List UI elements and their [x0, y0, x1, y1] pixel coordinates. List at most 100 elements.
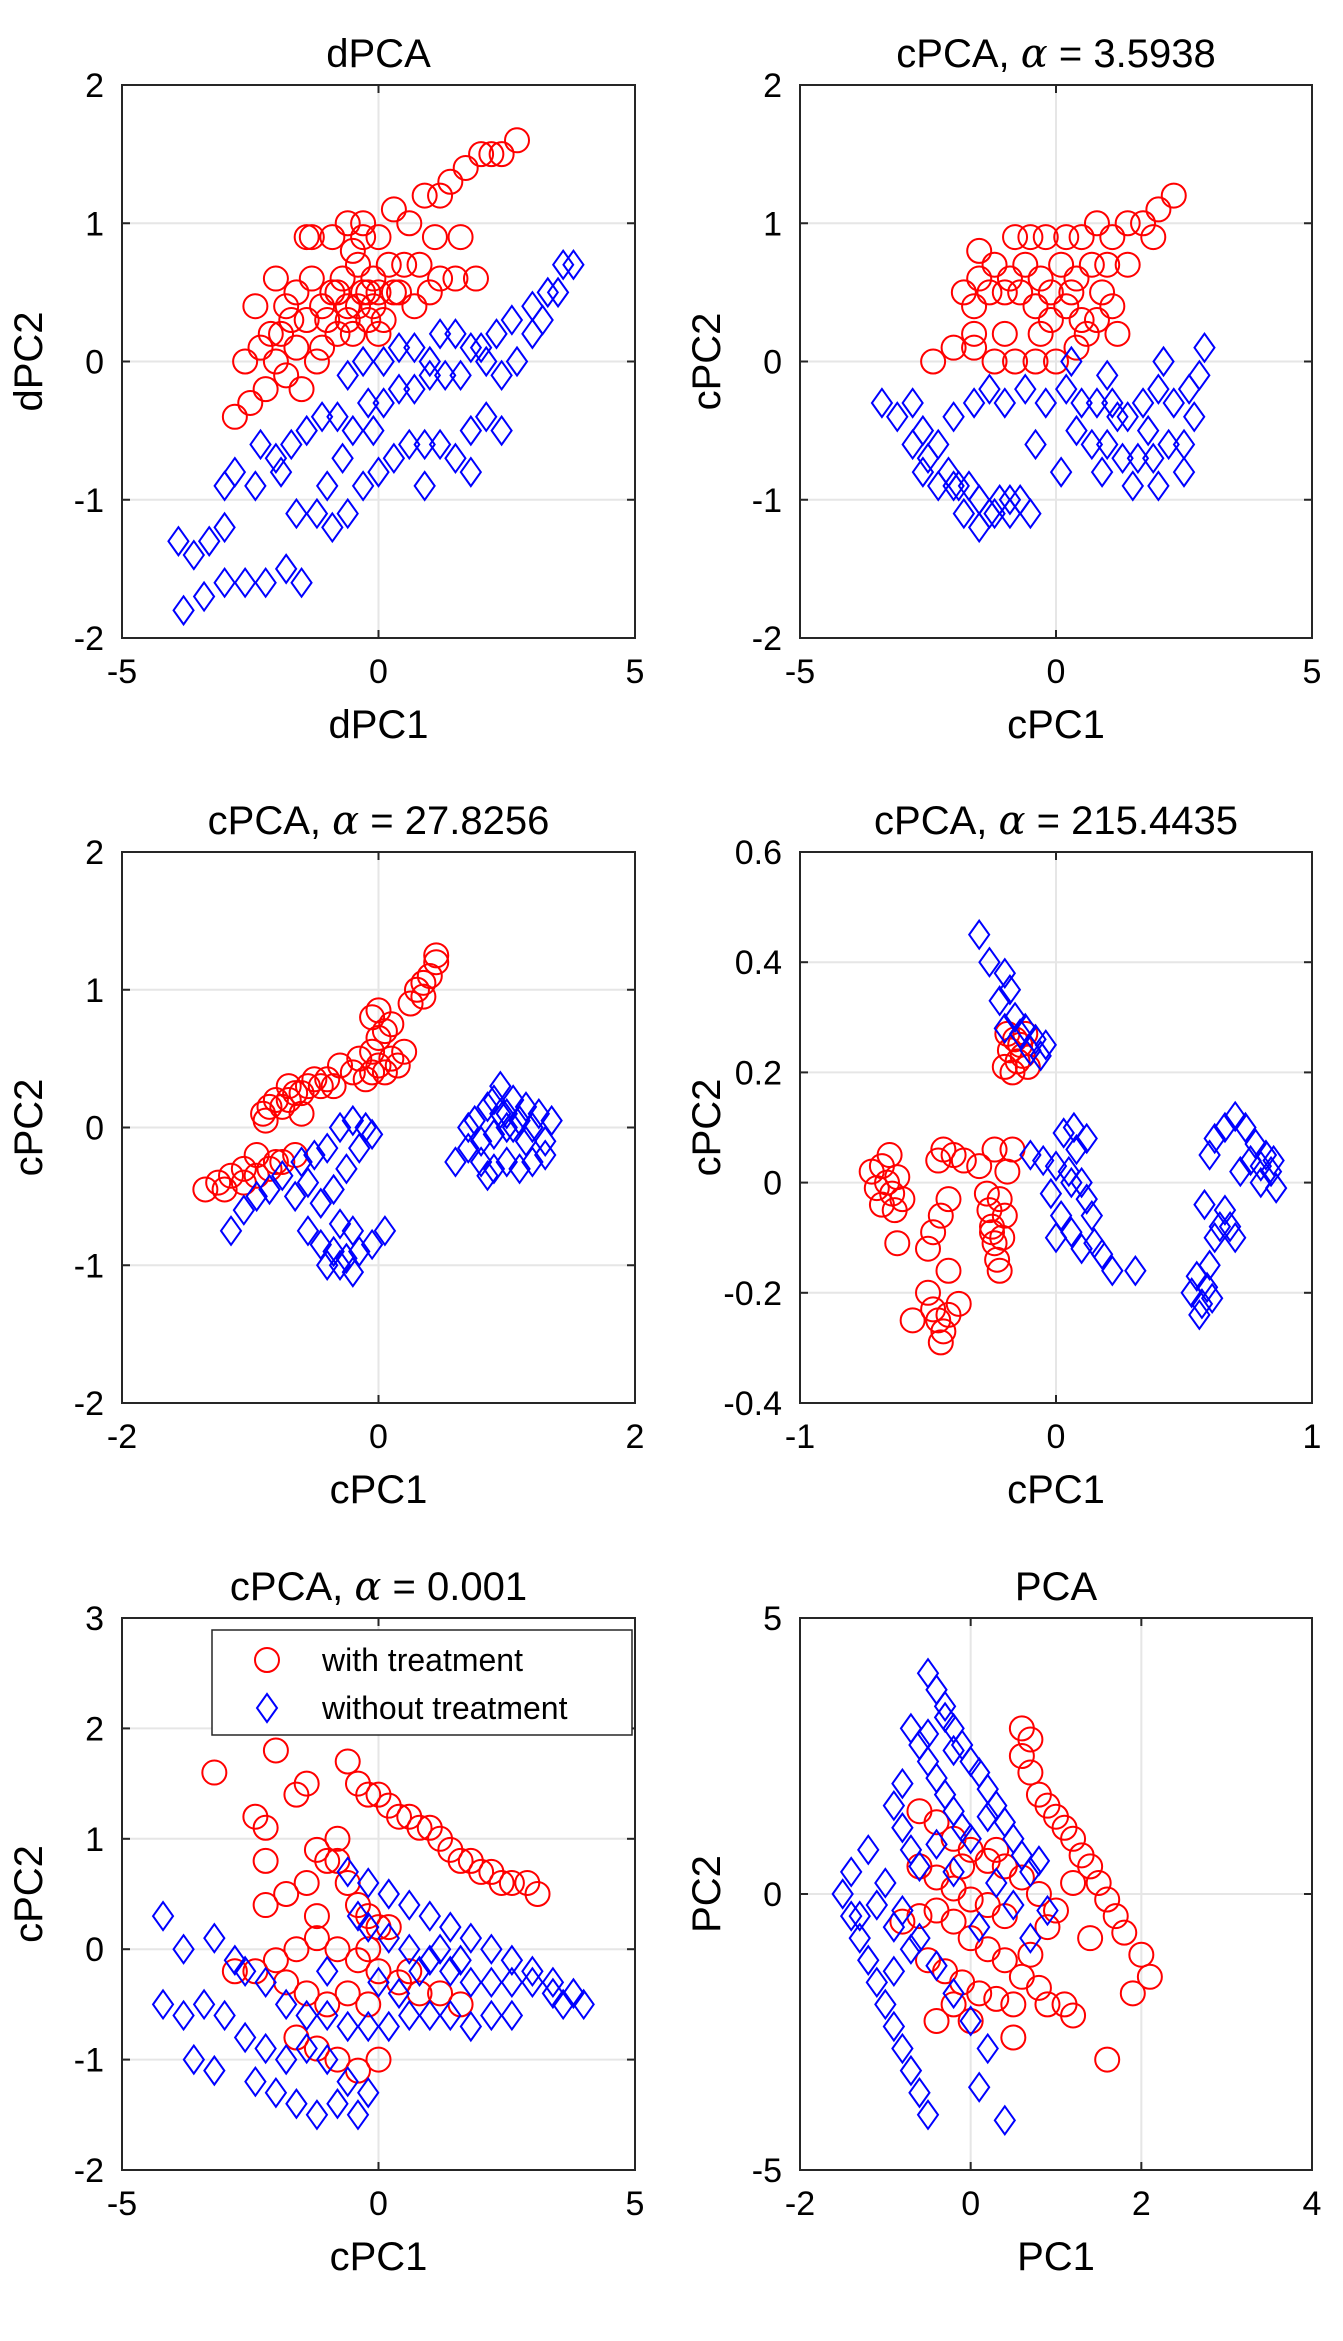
data-point-diamond: [203, 2054, 226, 2087]
data-point-circle: [427, 182, 454, 209]
data-point-diamond: [449, 1944, 472, 1976]
data-point-circle: [421, 224, 448, 251]
data-point-circle: [365, 2046, 392, 2073]
data-point-diamond: [346, 1900, 370, 1932]
data-point-diamond: [469, 331, 493, 364]
y-tick-label: 2: [85, 834, 104, 872]
data-point-diamond: [911, 456, 935, 488]
data-point-diamond: [1075, 1122, 1098, 1155]
data-point-circle: [365, 997, 392, 1024]
data-point-circle: [359, 1038, 386, 1065]
data-point-circle: [355, 1991, 382, 2018]
x-tick-label: 5: [626, 653, 645, 691]
data-point-diamond: [1254, 1139, 1278, 1171]
data-point-circle: [1008, 1743, 1035, 1769]
x-tick-label: 0: [961, 2185, 980, 2223]
data-point-diamond: [428, 1933, 452, 1965]
data-point-circle: [940, 1908, 967, 1935]
data-point-diamond: [882, 1955, 906, 1988]
data-point-diamond: [408, 1955, 431, 1988]
data-point-diamond: [1039, 1177, 1063, 1210]
y-axis-label: cPC2: [7, 1079, 51, 1177]
data-point-circle: [262, 265, 289, 292]
data-point-circle: [350, 210, 377, 237]
data-point-diamond: [1101, 387, 1124, 419]
data-point-circle: [1034, 1991, 1061, 2018]
x-tick-label: 0: [1047, 653, 1066, 691]
data-point-diamond: [959, 2005, 982, 2037]
data-point-diamond: [1116, 401, 1139, 433]
data-point-circle: [211, 1176, 238, 1203]
data-point-circle: [1077, 1925, 1104, 1952]
data-point-circle: [344, 293, 371, 320]
x-tick-label: 0: [369, 1418, 388, 1456]
data-point-diamond: [398, 1933, 421, 1965]
data-point-diamond: [233, 2021, 257, 2054]
data-point-diamond: [551, 1988, 575, 2021]
data-point-diamond: [1070, 387, 1093, 419]
data-point-diamond: [976, 2032, 999, 2065]
y-tick-label: 0: [85, 344, 104, 382]
series-without-treatment: [167, 249, 585, 627]
scatter-panel-5: -5 0 5 -2 -1 0 1 2 3 cPC1 cPC2 cPCA, α = 0.001 with …: [7, 1564, 644, 2279]
data-point-circle: [468, 141, 495, 168]
x-tick-label: 4: [1303, 2185, 1322, 2223]
y-tick-label: -2: [74, 1385, 104, 1423]
data-point-diamond: [182, 539, 206, 571]
y-tick-label: 1: [85, 972, 104, 1010]
data-point-circle: [423, 942, 450, 969]
data-point-circle: [303, 1903, 330, 1930]
y-tick-label: 0: [85, 1931, 104, 1969]
data-point-circle: [1077, 1853, 1104, 1880]
data-point-diamond: [1162, 387, 1185, 419]
data-point-circle: [1111, 1919, 1138, 1946]
data-point-diamond: [290, 1146, 313, 1178]
data-point-diamond: [377, 2010, 400, 2043]
data-point-diamond: [572, 1988, 595, 2021]
data-point-circle: [1099, 224, 1126, 251]
data-point-diamond: [882, 1789, 906, 1822]
x-tick-label: -5: [107, 2185, 137, 2223]
data-point-diamond: [495, 1111, 518, 1144]
data-point-diamond: [249, 428, 272, 461]
y-tick-label: 1: [85, 205, 104, 243]
data-point-circle: [935, 1257, 962, 1284]
data-point-circle: [391, 1038, 418, 1065]
y-tick-label: 3: [85, 1600, 104, 1638]
data-point-diamond: [1142, 442, 1165, 474]
data-point-diamond: [993, 387, 1017, 419]
data-point-diamond: [1121, 470, 1145, 502]
data-point-diamond: [1027, 1845, 1051, 1877]
data-point-diamond: [857, 1834, 880, 1866]
data-point-diamond: [899, 1933, 923, 1965]
data-point-circle: [1130, 210, 1157, 237]
data-point-diamond: [459, 331, 483, 364]
data-point-diamond: [540, 1104, 563, 1137]
x-tick-label: 0: [369, 2185, 388, 2223]
data-point-diamond: [398, 1889, 421, 1921]
data-point-diamond: [1095, 428, 1119, 461]
data-point-circle: [380, 279, 407, 306]
data-point-circle: [1119, 1980, 1146, 2007]
alpha-symbol: α: [332, 798, 359, 844]
data-point-circle: [1017, 1941, 1044, 1968]
data-point-diamond: [336, 2065, 359, 2098]
data-point-circle: [406, 1980, 433, 2007]
panel-title: cPCA, α = 215.4435: [874, 798, 1238, 844]
data-point-circle: [334, 1869, 361, 1896]
data-point-diamond: [1172, 456, 1196, 488]
data-point-diamond: [1183, 401, 1206, 433]
data-point-circle: [268, 320, 295, 347]
data-point-diamond: [521, 1966, 544, 1999]
data-point-diamond: [1136, 414, 1160, 447]
panel-title: cPCA, α = 3.5938: [896, 31, 1215, 77]
data-point-diamond: [536, 276, 560, 309]
data-point-circle: [961, 293, 988, 320]
data-point-circle: [1014, 1053, 1041, 1080]
data-point-diamond: [978, 373, 1001, 405]
x-axis-label: cPC1: [1007, 703, 1105, 747]
data-point-diamond: [1055, 373, 1078, 405]
data-point-diamond: [315, 470, 339, 502]
data-point-diamond: [1198, 1249, 1221, 1281]
